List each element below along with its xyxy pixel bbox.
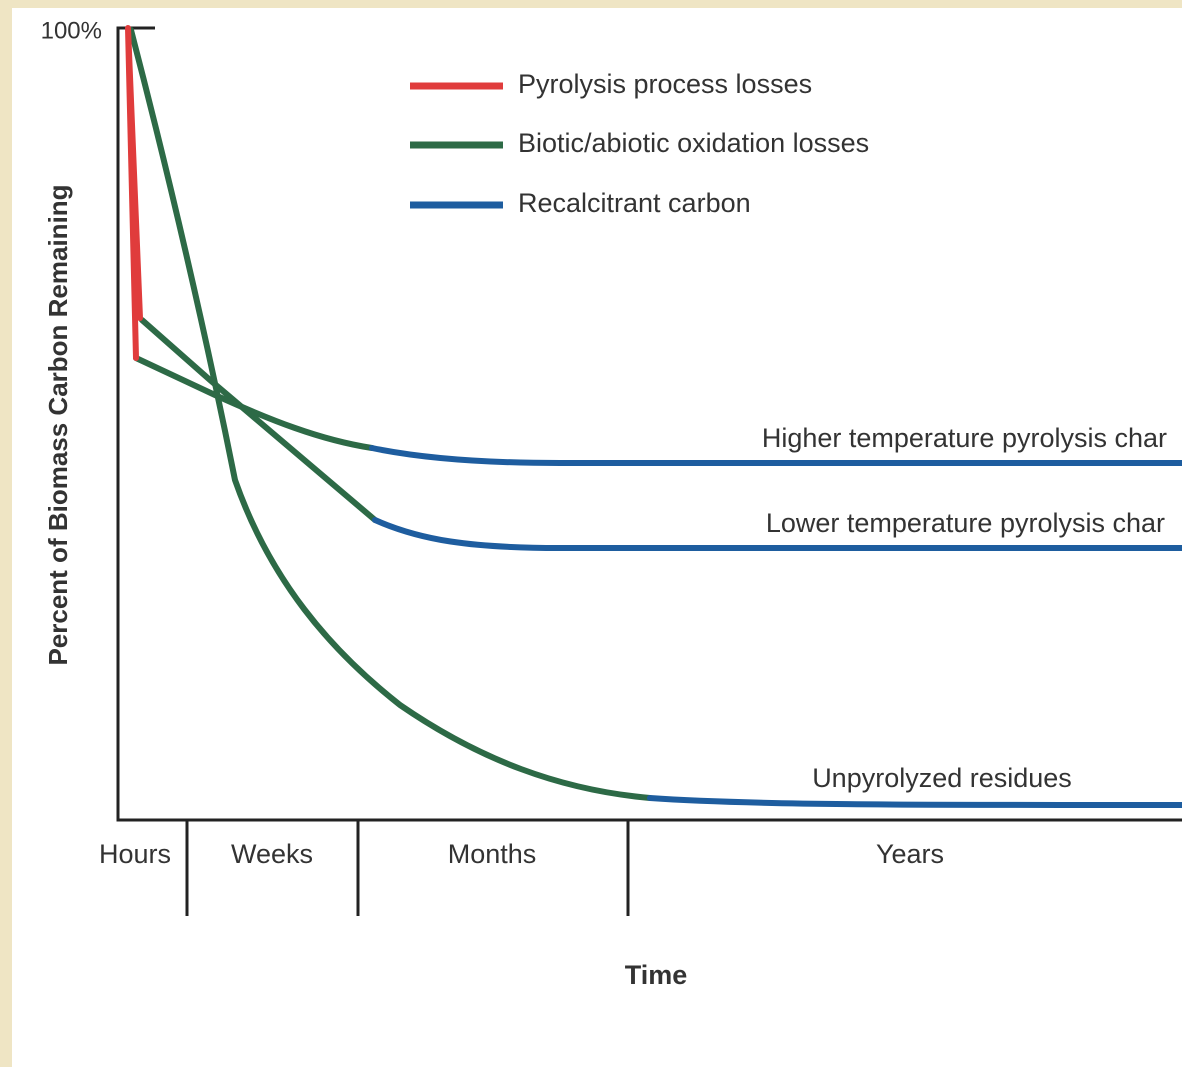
unpyrolyzed-recalcitrant	[647, 795, 1182, 808]
x-axis-label: Time	[625, 960, 688, 990]
period-label: Hours	[99, 839, 171, 869]
pyrolysis-losses	[125, 25, 143, 361]
lower-oxidation	[139, 317, 378, 523]
curve-label: Unpyrolyzed residues	[812, 763, 1072, 793]
y-axis-label: Percent of Biomass Carbon Remaining	[43, 184, 73, 665]
lower-recalcitrant	[372, 517, 1182, 551]
unpyrolyzed-oxidation	[128, 27, 653, 801]
axes	[116, 26, 1182, 916]
curves	[125, 25, 1182, 808]
curve-label: Lower temperature pyrolysis char	[766, 508, 1165, 538]
period-label: Weeks	[231, 839, 313, 869]
higher-recalcitrant	[369, 445, 1182, 466]
curve-label: Higher temperature pyrolysis char	[762, 423, 1167, 453]
legend-label: Pyrolysis process losses	[518, 69, 812, 99]
y-top-label: 100%	[41, 17, 102, 44]
legend-label: Recalcitrant carbon	[518, 188, 751, 218]
legend-label: Biotic/abiotic oxidation losses	[518, 128, 869, 158]
legend: Pyrolysis process losses Biotic/abiotic …	[410, 69, 869, 218]
period-label: Years	[876, 839, 944, 869]
panel	[12, 8, 1182, 1067]
higher-oxidation	[133, 355, 375, 451]
period-label: Months	[448, 839, 537, 869]
